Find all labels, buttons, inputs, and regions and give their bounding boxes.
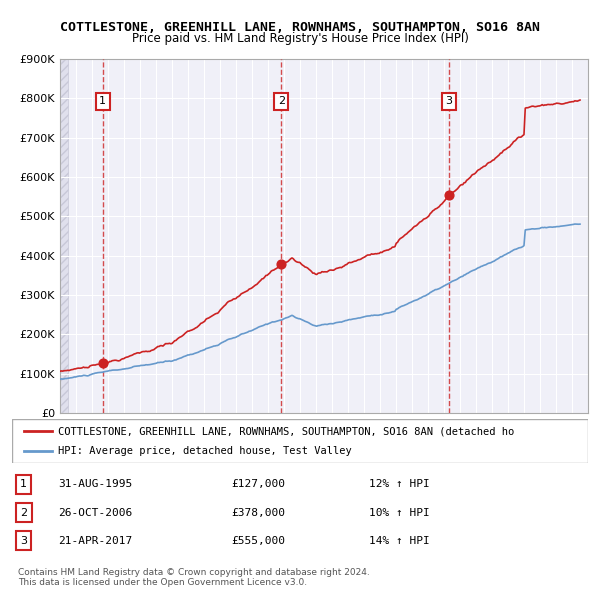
Text: £127,000: £127,000 xyxy=(231,480,285,490)
Text: 10% ↑ HPI: 10% ↑ HPI xyxy=(369,507,430,517)
Text: 26-OCT-2006: 26-OCT-2006 xyxy=(58,507,133,517)
Text: Price paid vs. HM Land Registry's House Price Index (HPI): Price paid vs. HM Land Registry's House … xyxy=(131,32,469,45)
Bar xyxy=(60,59,68,413)
Text: 1: 1 xyxy=(99,97,106,106)
Text: 31-AUG-1995: 31-AUG-1995 xyxy=(58,480,133,490)
Text: 3: 3 xyxy=(445,97,452,106)
Text: £378,000: £378,000 xyxy=(231,507,285,517)
Text: 1: 1 xyxy=(20,480,27,490)
Text: £555,000: £555,000 xyxy=(231,536,285,546)
Text: 12% ↑ HPI: 12% ↑ HPI xyxy=(369,480,430,490)
Text: 14% ↑ HPI: 14% ↑ HPI xyxy=(369,536,430,546)
Text: 2: 2 xyxy=(20,507,27,517)
Point xyxy=(98,358,107,368)
Text: COTTLESTONE, GREENHILL LANE, ROWNHAMS, SOUTHAMPTON, SO16 8AN (detached ho: COTTLESTONE, GREENHILL LANE, ROWNHAMS, S… xyxy=(58,427,514,436)
Text: 3: 3 xyxy=(20,536,27,546)
Text: 21-APR-2017: 21-APR-2017 xyxy=(58,536,133,546)
Text: 2: 2 xyxy=(278,97,285,106)
Text: COTTLESTONE, GREENHILL LANE, ROWNHAMS, SOUTHAMPTON, SO16 8AN: COTTLESTONE, GREENHILL LANE, ROWNHAMS, S… xyxy=(60,21,540,34)
Point xyxy=(277,260,286,269)
Point xyxy=(444,190,454,199)
FancyBboxPatch shape xyxy=(12,419,588,463)
Text: HPI: Average price, detached house, Test Valley: HPI: Average price, detached house, Test… xyxy=(58,446,352,455)
Text: Contains HM Land Registry data © Crown copyright and database right 2024.: Contains HM Land Registry data © Crown c… xyxy=(18,568,370,576)
Text: This data is licensed under the Open Government Licence v3.0.: This data is licensed under the Open Gov… xyxy=(18,578,307,587)
